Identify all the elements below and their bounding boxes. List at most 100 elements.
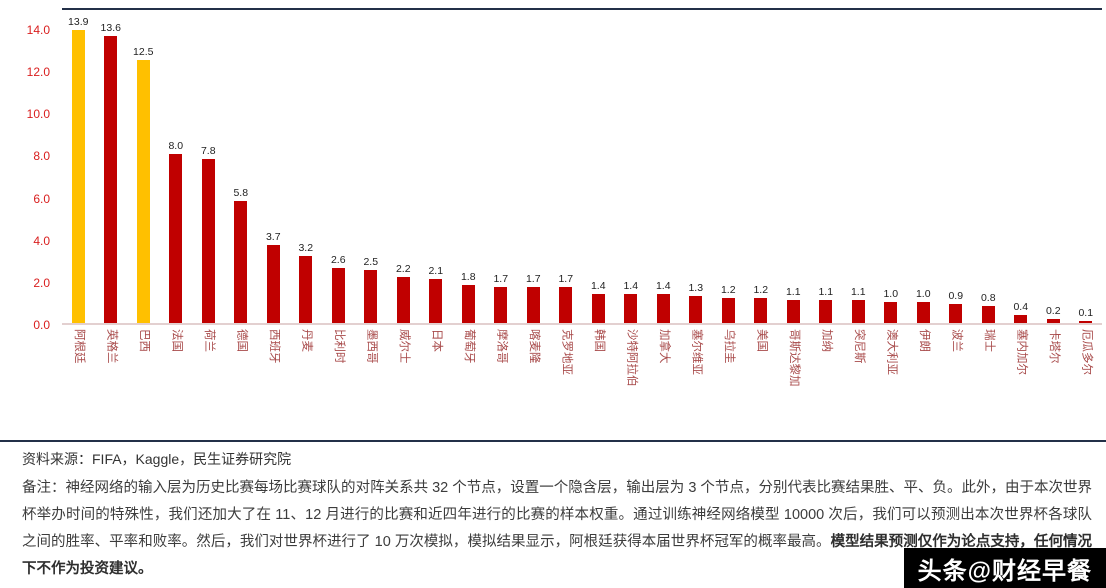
x-axis-label: 乌拉圭: [722, 329, 735, 364]
watermark-text: 头条@财经早餐: [917, 557, 1092, 585]
watermark-badge: 头条@财经早餐: [903, 548, 1106, 588]
bar-value-label: 13.9: [68, 16, 89, 29]
bar-value-label: 5.8: [233, 186, 249, 199]
bar-value-label: 13.6: [100, 22, 121, 35]
bar-巴西: [136, 59, 150, 323]
bar-瑞士: [981, 306, 995, 323]
bar-slot: 12.5: [127, 8, 160, 323]
bar-丹麦: [299, 255, 313, 323]
x-axis-label: 墨西哥: [365, 329, 378, 364]
x-axis-label: 日本: [430, 329, 443, 352]
x-axis-label: 突尼斯: [852, 329, 865, 364]
bar-加拿大: [656, 293, 670, 323]
bar-澳大利亚: [884, 301, 898, 323]
note-disclaimer: 模型结果预测仅作为论点支持，任何情况下不作为投资建议。: [22, 534, 1092, 577]
bar-value-label: 1.4: [655, 279, 671, 292]
bar-slot: 13.9: [62, 8, 95, 323]
bar-slot: 1.1: [810, 8, 843, 323]
bar-value-label: 1.7: [558, 273, 574, 286]
bar-英格兰: [104, 36, 118, 323]
bar-加纳: [819, 299, 833, 323]
x-axis-label: 波兰: [950, 329, 963, 352]
bar-德国: [234, 200, 248, 323]
bar-荷兰: [201, 158, 215, 323]
bar-slot: 0.1: [1070, 8, 1103, 323]
bar-克罗地亚: [559, 287, 573, 323]
footer: 资料来源：FIFA，Kaggle，民生证券研究院 备注：神经网络的输入层为历史比…: [0, 442, 1106, 583]
bar-slot: 1.0: [907, 8, 940, 323]
bar-塞尔维亚: [689, 295, 703, 323]
bar-value-label: 2.5: [363, 256, 379, 269]
x-axis-label: 法国: [170, 329, 183, 352]
bar-value-label: 1.4: [590, 279, 606, 292]
bar-slot: 2.2: [387, 8, 420, 323]
y-axis: 0.0 2.0 4.0 6.0 8.0 10.0 12.0 14.0: [0, 0, 58, 440]
x-axis-label: 巴西: [137, 329, 150, 352]
y-axis-tick-label: 4.0: [33, 234, 50, 248]
x-axis-label: 韩国: [592, 329, 605, 352]
bar-value-label: 3.2: [298, 241, 314, 254]
bar-slot: 0.9: [940, 8, 973, 323]
bar-比利时: [331, 268, 345, 323]
x-axis-label: 沙特阿拉伯: [625, 329, 638, 387]
bar-slot: 3.2: [290, 8, 323, 323]
win-probability-bar-chart: 0.0 2.0 4.0 6.0 8.0 10.0 12.0 14.0 13.9 13.6 12.5…: [0, 0, 1102, 440]
x-axis-label: 卡塔尔: [1047, 329, 1060, 364]
bar-slot: 3.7: [257, 8, 290, 323]
bar-slot: 8.0: [160, 8, 193, 323]
bar-value-label: 1.3: [688, 281, 704, 294]
x-axis-label: 塞内加尔: [1015, 329, 1028, 375]
bar-slot: 2.6: [322, 8, 355, 323]
x-axis-label: 塞尔维亚: [690, 329, 703, 375]
bar-slot: 7.8: [192, 8, 225, 323]
bar-value-label: 1.2: [720, 283, 736, 296]
bar-slot: 1.0: [875, 8, 908, 323]
x-axis-label: 葡萄牙: [462, 329, 475, 364]
x-axis-label: 美国: [755, 329, 768, 352]
bar-slot: 1.4: [582, 8, 615, 323]
bar-value-label: 12.5: [133, 45, 154, 58]
bar-slot: 0.8: [972, 8, 1005, 323]
bar-墨西哥: [364, 270, 378, 323]
bar-卡塔尔: [1046, 318, 1060, 323]
bar-slot: 5.8: [225, 8, 258, 323]
x-axis-label: 伊朗: [917, 329, 930, 352]
bar-slot: 0.2: [1037, 8, 1070, 323]
bar-厄瓜多尔: [1079, 320, 1093, 323]
chart-top-rule: [62, 8, 1102, 10]
bar-value-label: 1.1: [785, 285, 801, 298]
bar-塞内加尔: [1014, 314, 1028, 323]
bar-value-label: 0.8: [980, 292, 996, 305]
bar-slot: 1.3: [680, 8, 713, 323]
bar-slot: 2.5: [355, 8, 388, 323]
bar-value-label: 0.9: [948, 290, 964, 302]
x-axis-label: 喀麦隆: [527, 329, 540, 364]
bar-value-label: 3.7: [265, 231, 281, 243]
bar-slot: 13.6: [95, 8, 128, 323]
bar-slot: 1.1: [842, 8, 875, 323]
bar-威尔士: [396, 276, 410, 323]
bar-value-label: 8.0: [168, 140, 184, 153]
y-axis-tick-label: 8.0: [33, 149, 50, 163]
x-axis-label: 德国: [235, 329, 248, 352]
y-axis-tick-label: 14.0: [26, 23, 50, 37]
bar-摩洛哥: [494, 287, 508, 323]
bar-阿根廷: [71, 30, 85, 323]
bar-value-label: 0.4: [1013, 300, 1029, 313]
bar-slot: 1.1: [777, 8, 810, 323]
y-axis-tick-label: 10.0: [26, 107, 50, 121]
x-axis-label: 威尔士: [397, 329, 410, 364]
bar-伊朗: [916, 301, 930, 323]
bar-value-label: 1.7: [493, 273, 509, 286]
plot-area: 13.9 13.6 12.5 8.0 7.8 5.8 3.7 3.2 2.6 2.5 2.2 2.1 1…: [62, 8, 1102, 325]
bar-西班牙: [266, 245, 280, 323]
x-axis-label: 克罗地亚: [560, 329, 573, 375]
bar-slot: 1.4: [615, 8, 648, 323]
note-prefix: 备注：: [22, 480, 66, 496]
y-axis-tick-label: 0.0: [33, 318, 50, 332]
x-axis-label: 加纳: [820, 329, 833, 352]
source-text: 资料来源：FIFA，Kaggle，民生证券研究院: [22, 451, 292, 467]
bar-value-label: 0.1: [1078, 306, 1094, 319]
y-axis-tick-label: 2.0: [33, 276, 50, 290]
